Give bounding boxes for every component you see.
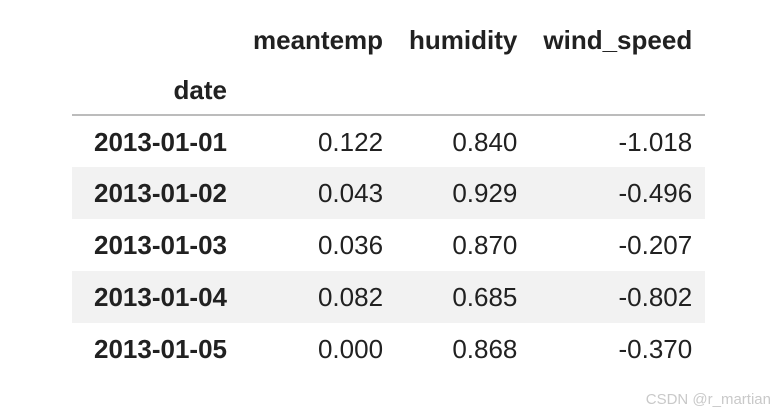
value-cell-meantemp: 0.036	[317, 230, 384, 260]
value-cell-wind-speed: -0.370	[618, 334, 693, 364]
value-cell-wind-speed: -1.018	[618, 126, 693, 157]
table-row: 2013-01-05 0.000 0.868 -0.370	[72, 323, 705, 375]
table-row: 2013-01-01 0.122 0.840 -1.018	[72, 115, 705, 167]
blank-cell	[530, 66, 706, 116]
csdn-watermark: CSDN @r_martian	[645, 391, 771, 408]
row-index-cell: 2013-01-02	[94, 178, 227, 208]
column-header-wind-speed: wind_speed	[543, 25, 693, 55]
table-row: 2013-01-02 0.043 0.929 -0.496	[72, 167, 706, 219]
value-cell-humidity: 0.929	[452, 178, 518, 208]
blank-cell	[396, 66, 531, 116]
index-name-row: date	[72, 66, 706, 116]
value-cell-humidity: 0.868	[452, 334, 518, 364]
table-header: meantemp humidity wind_speed date	[72, 14, 706, 116]
blank-cell	[240, 66, 397, 116]
index-name-header: date	[72, 66, 240, 116]
value-cell-wind-speed: -0.207	[618, 230, 693, 260]
table-row: 2013-01-03 0.036 0.870 -0.207	[72, 219, 705, 271]
value-cell-humidity: 0.685	[452, 282, 518, 312]
column-header-row: meantemp humidity wind_speed	[72, 14, 705, 66]
row-index-cell: 2013-01-03	[94, 230, 227, 260]
value-cell-meantemp: 0.122	[317, 126, 384, 157]
dataframe-table: meantemp humidity wind_speed date 2013-0…	[72, 14, 706, 375]
row-index-cell: 2013-01-01	[94, 126, 227, 157]
row-index-cell: 2013-01-04	[94, 282, 227, 312]
value-cell-meantemp: 0.043	[317, 178, 384, 208]
row-index-cell: 2013-01-05	[94, 334, 227, 364]
value-cell-wind-speed: -0.496	[618, 178, 693, 208]
value-cell-wind-speed: -0.802	[618, 282, 693, 312]
corner-blank-cell	[72, 14, 240, 66]
value-cell-meantemp: 0.000	[317, 334, 384, 364]
value-cell-meantemp: 0.082	[317, 282, 384, 312]
column-header-humidity: humidity	[409, 25, 518, 55]
table-body: 2013-01-01 0.122 0.840 -1.018 2013-01-02…	[72, 115, 706, 375]
value-cell-humidity: 0.840	[452, 126, 518, 157]
value-cell-humidity: 0.870	[452, 230, 518, 260]
table-row: 2013-01-04 0.082 0.685 -0.802	[72, 271, 706, 323]
column-header-meantemp: meantemp	[253, 25, 384, 55]
